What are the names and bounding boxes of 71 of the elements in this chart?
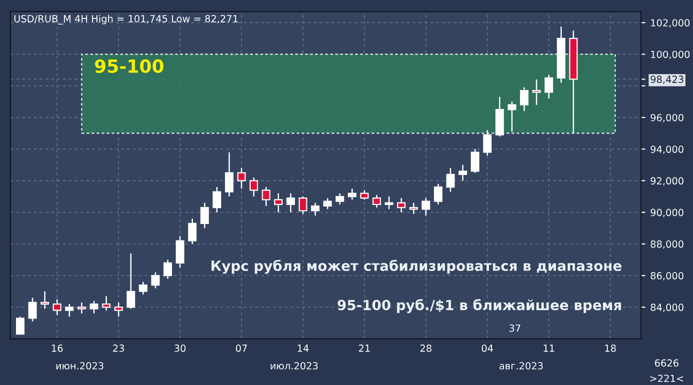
x-tick-label: 21 (358, 344, 370, 352)
candlestick (397, 197, 406, 213)
candlestick (372, 194, 381, 208)
candlestick (360, 190, 369, 200)
candlestick (176, 235, 184, 268)
candlestick (323, 197, 332, 210)
x-tick-label: 07 (236, 344, 247, 352)
candlestick (102, 295, 111, 311)
candlestick (470, 148, 480, 174)
candlestick (348, 188, 356, 200)
y-tick-label: 94,000 (650, 146, 684, 154)
candlestick (286, 192, 295, 213)
x-tick-label: 23 (113, 344, 124, 352)
band-label: 95-100 (94, 59, 164, 73)
candlestick (250, 176, 258, 198)
candlestick (311, 202, 320, 216)
candlestick (28, 297, 37, 322)
candlestick (40, 290, 50, 310)
candlestick (384, 196, 394, 210)
chart-title: USD/RUB_M 4H High = 101,745 Low = 82,271 (14, 14, 238, 24)
y-tick-label: 96,000 (650, 114, 684, 122)
candlestick (65, 303, 74, 318)
x-tick-label: 28 (420, 344, 432, 352)
y-tick-label: 88,000 (650, 240, 684, 249)
y-tick-label: 102,000 (651, 19, 690, 28)
text: авг.2023 (499, 362, 543, 370)
x-tick-label: 14 (298, 344, 309, 352)
annotation: 37 (509, 324, 520, 332)
y-tick-label: 86,000 (650, 272, 684, 280)
candlestick (114, 302, 123, 318)
candlestick (188, 218, 197, 245)
text: 6626 (654, 359, 678, 367)
candlestick (520, 86, 528, 112)
candlestick (52, 298, 62, 316)
candlestick (212, 186, 222, 213)
x-tick-label: 11 (544, 344, 554, 352)
candlestick (16, 316, 24, 336)
candlestick (90, 300, 98, 314)
candlestick (422, 197, 430, 216)
candlestick (336, 192, 344, 206)
x-tick-label: 16 (52, 344, 63, 352)
candlestick (446, 167, 455, 192)
candlestick (434, 183, 442, 206)
candlestick (237, 167, 246, 190)
candlestick (544, 74, 554, 100)
candlestick (224, 152, 234, 198)
candlestick (458, 164, 468, 182)
candlestick (532, 78, 541, 106)
annotation: 95-100 руб./$1 в ближайшее время (338, 299, 621, 314)
candlestick (200, 202, 209, 229)
y-tick-label: 84,000 (650, 304, 684, 312)
y-tick-label: 98,423 (650, 76, 684, 84)
candlestick (126, 252, 136, 310)
candlestick (274, 192, 283, 213)
candlestick (77, 302, 86, 314)
candlestick (138, 281, 148, 296)
y-tick-label: 90,000 (650, 208, 684, 218)
candlestick (151, 272, 160, 289)
x-tick-label: 30 (174, 344, 186, 352)
x-tick-label: 04 (482, 344, 494, 352)
x-tick-label: 18 (605, 344, 616, 352)
text: >221< (650, 374, 684, 382)
candlestick (164, 259, 172, 280)
text: июн.2023 (56, 362, 104, 370)
annotation: Курс рубля может стабилизироваться в диапазоне (212, 260, 622, 274)
candlestick (262, 186, 270, 207)
candlestick (298, 196, 308, 215)
candlestick (409, 202, 418, 215)
y-tick-label: 92,000 (650, 177, 684, 186)
y-tick-label: 100,000 (651, 50, 690, 60)
text: июл.2023 (270, 362, 318, 370)
